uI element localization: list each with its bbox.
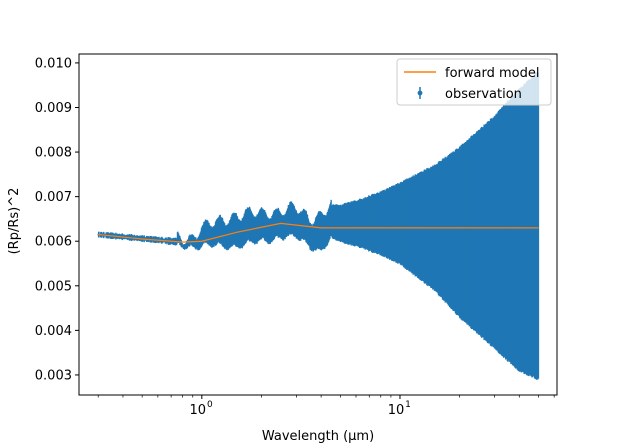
x-tick-label: 10 xyxy=(190,403,207,418)
forward-model-line xyxy=(98,222,539,243)
y-tick-label: 0.009 xyxy=(35,101,72,116)
axes-frame xyxy=(78,53,558,396)
y-tick-label: 0.005 xyxy=(35,279,72,294)
legend: forward model observation xyxy=(396,58,552,106)
y-tick-label: 0.010 xyxy=(35,56,72,71)
y-tick-label: 0.004 xyxy=(35,324,72,339)
legend-observation-swatch xyxy=(417,87,423,99)
observation-series xyxy=(97,71,540,380)
axes-layer: 0.003 0.004 0.005 0.006 0.007 0.008 0.009 0.010… xyxy=(35,53,558,418)
x-tick-exponent: 1 xyxy=(405,400,411,410)
legend-box xyxy=(396,58,552,106)
plot-area xyxy=(97,71,540,380)
x-axis-label: Wavelength (μm) xyxy=(262,429,374,443)
y-axis-label: (Rp/Rs)^2 xyxy=(7,188,22,255)
y-tick-label: 0.008 xyxy=(35,146,72,161)
x-tick-label: 10 xyxy=(388,403,405,418)
y-tick-label: 0.003 xyxy=(35,368,72,383)
y-tick-label: 0.006 xyxy=(35,235,72,250)
legend-forward-model-label: forward model xyxy=(445,66,539,81)
legend-observation-label: observation xyxy=(445,87,522,102)
x-tick-exponent: 0 xyxy=(207,400,213,410)
y-tick-label: 0.007 xyxy=(35,190,72,205)
